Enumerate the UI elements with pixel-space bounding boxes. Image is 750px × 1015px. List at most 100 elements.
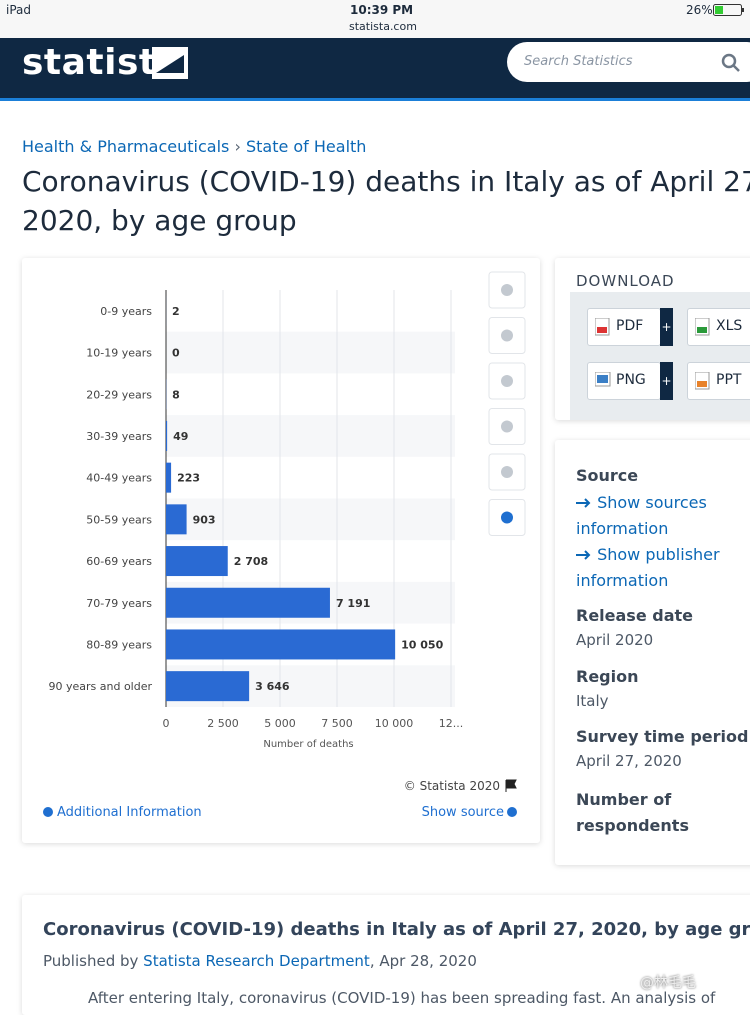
breadcrumb: Health & Pharmaceuticals › State of Heal… <box>22 137 366 156</box>
button-label: PNG <box>616 372 646 388</box>
data-label: 223 <box>177 472 200 485</box>
download-card: DOWNLOAD PDF+ XLS PNG+ PPT <box>555 258 750 420</box>
page-title: Coronavirus (COVID-19) deaths in Italy a… <box>22 162 750 240</box>
article-intro: After entering Italy, coronavirus (COVID… <box>88 989 715 1007</box>
data-label: 49 <box>173 430 188 443</box>
y-tick-label: 40-49 years <box>86 472 152 485</box>
source-link[interactable]: Show publisher information <box>576 542 736 594</box>
article-card: Coronavirus (COVID-19) deaths in Italy a… <box>22 895 750 1015</box>
arrow-icon <box>576 550 592 560</box>
search-placeholder: Search Statistics <box>524 54 633 69</box>
tool-icon <box>501 375 513 387</box>
source-link[interactable]: Show sources information <box>576 490 726 542</box>
info-icon <box>43 807 53 817</box>
download-label: DOWNLOAD <box>576 272 675 290</box>
button-label: PPT <box>716 372 741 388</box>
x-tick-label: 12... <box>439 717 464 730</box>
bar <box>166 504 187 534</box>
tool-icon <box>501 421 513 433</box>
button-label: XLS <box>716 318 742 334</box>
search-box[interactable]: Search Statistics <box>507 42 750 82</box>
bar <box>166 546 228 576</box>
breadcrumb-link[interactable]: Health & Pharmaceuticals <box>22 137 229 156</box>
search-icon[interactable] <box>721 53 741 73</box>
show-source-link[interactable]: Show source <box>422 805 504 820</box>
data-label: 2 <box>172 305 180 318</box>
details-card: Source Show sources information Show pub… <box>555 440 750 865</box>
row-band <box>166 332 455 374</box>
data-label: 2 708 <box>234 555 268 568</box>
article-title: Coronavirus (COVID-19) deaths in Italy a… <box>43 919 750 940</box>
tool-icon <box>501 512 513 524</box>
download-button[interactable]: XLS <box>687 308 750 346</box>
publisher-link[interactable]: Statista Research Department <box>143 952 370 970</box>
flag-icon <box>506 780 516 792</box>
download-button[interactable]: PNG+ <box>587 362 661 400</box>
x-tick-label: 7 500 <box>321 717 353 730</box>
url[interactable]: statista.com <box>349 20 417 33</box>
link-text[interactable]: Show publisher information <box>576 545 720 590</box>
bar <box>166 588 330 618</box>
x-tick-label: 2 500 <box>207 717 239 730</box>
bar <box>166 629 395 659</box>
detail-value: April 27, 2020 <box>576 752 682 770</box>
battery: 26% <box>686 3 713 17</box>
detail-value: Italy <box>576 692 609 710</box>
status-bar: iPad 10:39 PM statista.com 26% <box>0 0 750 38</box>
article-date: , Apr 28, 2020 <box>370 952 477 970</box>
x-tick-label: 5 000 <box>264 717 296 730</box>
info-icon <box>507 807 517 817</box>
additional-info-link[interactable]: Additional Information <box>57 805 202 820</box>
y-tick-label: 0-9 years <box>100 305 152 318</box>
button-label: PDF <box>616 318 643 334</box>
bar <box>166 421 167 451</box>
data-label: 3 646 <box>255 680 290 693</box>
data-label: 8 <box>172 388 180 401</box>
data-label: 7 191 <box>336 597 370 610</box>
bar <box>166 671 249 701</box>
data-label: 10 050 <box>401 638 443 651</box>
detail-label: Number of respondents <box>576 787 716 839</box>
y-tick-label: 20-29 years <box>86 388 152 401</box>
detail-label: Region <box>576 667 639 686</box>
arrow-icon <box>576 498 592 508</box>
battery-icon <box>713 4 747 16</box>
tool-icon <box>501 330 513 342</box>
data-label: 0 <box>172 347 180 360</box>
article-meta: Published by Statista Research Departmen… <box>43 952 477 970</box>
chart-card: 0 2 500 5 000 7 500 10 000 12... Number of dea… <box>22 258 540 843</box>
row-band <box>166 415 455 457</box>
source-label: Source <box>576 466 638 485</box>
time: 10:39 PM <box>350 3 413 17</box>
download-button[interactable]: PPT <box>687 362 750 400</box>
detail-label: Release date <box>576 606 693 625</box>
breadcrumb-link[interactable]: State of Health <box>246 137 366 156</box>
published-prefix: Published by <box>43 952 138 970</box>
logo-mark <box>152 47 188 79</box>
bar <box>166 463 171 493</box>
chart: 0 2 500 5 000 7 500 10 000 12... Number of dea… <box>22 258 540 843</box>
link-text[interactable]: Show sources information <box>576 493 707 538</box>
header: statista Search Statistics <box>0 38 750 101</box>
y-tick-label: 50-59 years <box>86 513 152 526</box>
detail-value: April 2020 <box>576 631 653 649</box>
watermark: @林毛毛 <box>640 972 696 992</box>
download-panel: PDF+ XLS PNG+ PPT <box>570 292 750 420</box>
tool-icon <box>501 466 513 478</box>
y-tick-label: 90 years and older <box>48 680 152 693</box>
y-tick-label: 70-79 years <box>86 597 152 610</box>
y-tick-label: 60-69 years <box>86 555 152 568</box>
y-tick-label: 80-89 years <box>86 638 152 651</box>
tool-icon <box>501 284 513 296</box>
x-axis-title: Number of deaths <box>263 739 353 750</box>
y-tick-label: 30-39 years <box>86 430 152 443</box>
breadcrumb-separator: › <box>234 137 240 156</box>
device: iPad <box>6 3 31 17</box>
data-label: 903 <box>193 513 216 526</box>
download-button[interactable]: PDF+ <box>587 308 661 346</box>
y-tick-label: 10-19 years <box>86 347 152 360</box>
x-tick-label: 10 000 <box>375 717 414 730</box>
detail-label: Survey time period <box>576 727 748 746</box>
x-tick-label: 0 <box>163 717 170 730</box>
